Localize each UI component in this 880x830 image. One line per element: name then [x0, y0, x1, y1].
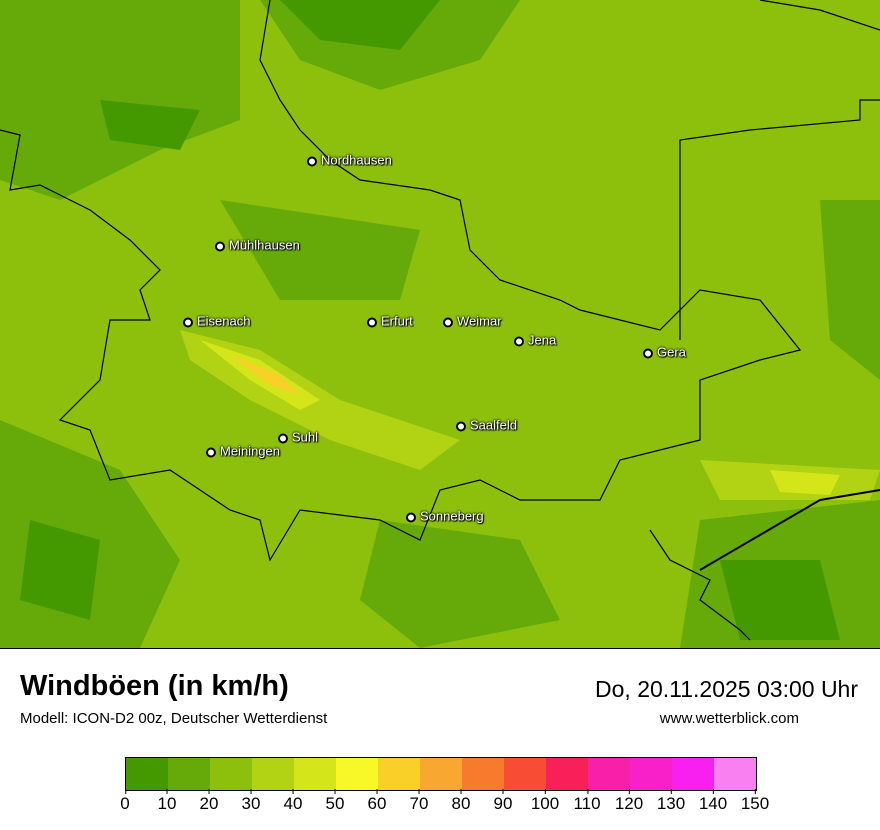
city-label: Jena — [528, 332, 557, 348]
legend-tick-label: 140 — [698, 789, 728, 813]
city-marker-icon — [278, 433, 288, 444]
legend-tick-label: 70 — [409, 789, 429, 813]
city-suhl: Suhl — [278, 430, 318, 445]
city-marker-icon — [367, 317, 377, 328]
city-jena: Jena — [514, 333, 556, 348]
legend-swatch — [210, 758, 252, 790]
legend-tick-label: 0 — [120, 789, 130, 813]
city-label: Erfurt — [381, 313, 413, 329]
legend-tick-label: 120 — [614, 789, 644, 813]
legend-swatch — [630, 758, 672, 790]
city-marker-icon — [215, 241, 225, 252]
city-label: Sonneberg — [420, 508, 484, 524]
legend-tick-label: 60 — [367, 789, 387, 813]
legend-swatch — [126, 758, 168, 790]
city-saalfeld: Saalfeld — [456, 418, 517, 433]
city-label: Weimar — [457, 313, 502, 329]
legend-swatch — [714, 758, 756, 790]
legend-tick-label: 30 — [241, 789, 261, 813]
city-eisenach: Eisenach — [183, 314, 250, 329]
legend-swatch — [252, 758, 294, 790]
legend-tick-label: 10 — [157, 789, 177, 813]
city-erfurt: Erfurt — [367, 314, 413, 329]
city-marker-icon — [307, 156, 317, 167]
city-marker-icon — [456, 421, 466, 432]
legend-tick-label: 90 — [493, 789, 513, 813]
legend-tick-label: 130 — [656, 789, 686, 813]
city-nordhausen: Nordhausen — [307, 153, 392, 168]
color-legend-bar — [125, 757, 757, 791]
city-marker-icon — [643, 348, 653, 359]
legend-tick-label: 80 — [451, 789, 471, 813]
legend-tick-label: 100 — [530, 789, 560, 813]
city-gera: Gera — [643, 345, 686, 360]
legend-tick-label: 50 — [325, 789, 345, 813]
wind-gust-map — [0, 0, 880, 649]
legend-swatch — [168, 758, 210, 790]
high-wind-areas — [180, 330, 880, 500]
legend-swatch — [462, 758, 504, 790]
map-title: Windböen (in km/h) — [20, 670, 289, 702]
forecast-datetime: Do, 20.11.2025 03:00 Uhr — [595, 676, 858, 702]
city-weimar: Weimar — [443, 314, 502, 329]
legend-swatch — [672, 758, 714, 790]
city-label: Meiningen — [220, 443, 280, 459]
legend-tick-label: 20 — [199, 789, 219, 813]
city-marker-icon — [206, 447, 216, 458]
legend-swatch — [588, 758, 630, 790]
legend-tick-label: 40 — [283, 789, 303, 813]
legend-swatch — [504, 758, 546, 790]
website-link[interactable]: www.wetterblick.com — [659, 710, 799, 727]
city-muehlhausen: Mühlhausen — [215, 238, 300, 253]
city-label: Suhl — [292, 429, 319, 445]
model-source: Modell: ICON-D2 00z, Deutscher Wetterdie… — [20, 710, 328, 727]
city-label: Nordhausen — [321, 152, 392, 168]
legend-swatch — [378, 758, 420, 790]
city-label: Mühlhausen — [229, 237, 300, 253]
city-marker-icon — [406, 512, 416, 523]
legend-tick-label: 150 — [740, 789, 770, 813]
city-label: Saalfeld — [470, 417, 517, 433]
city-label: Eisenach — [197, 313, 251, 329]
city-marker-icon — [183, 317, 193, 328]
city-marker-icon — [443, 317, 453, 328]
legend-swatch — [420, 758, 462, 790]
legend-swatch — [336, 758, 378, 790]
city-sonneberg: Sonneberg — [406, 509, 484, 524]
legend-tick-label: 110 — [573, 789, 601, 813]
state-borders — [0, 0, 880, 641]
city-meiningen: Meiningen — [206, 444, 280, 459]
city-label: Gera — [657, 344, 686, 360]
lowest-wind-areas — [20, 0, 840, 640]
legend-swatch — [294, 758, 336, 790]
legend-swatch — [546, 758, 588, 790]
city-marker-icon — [514, 336, 524, 347]
